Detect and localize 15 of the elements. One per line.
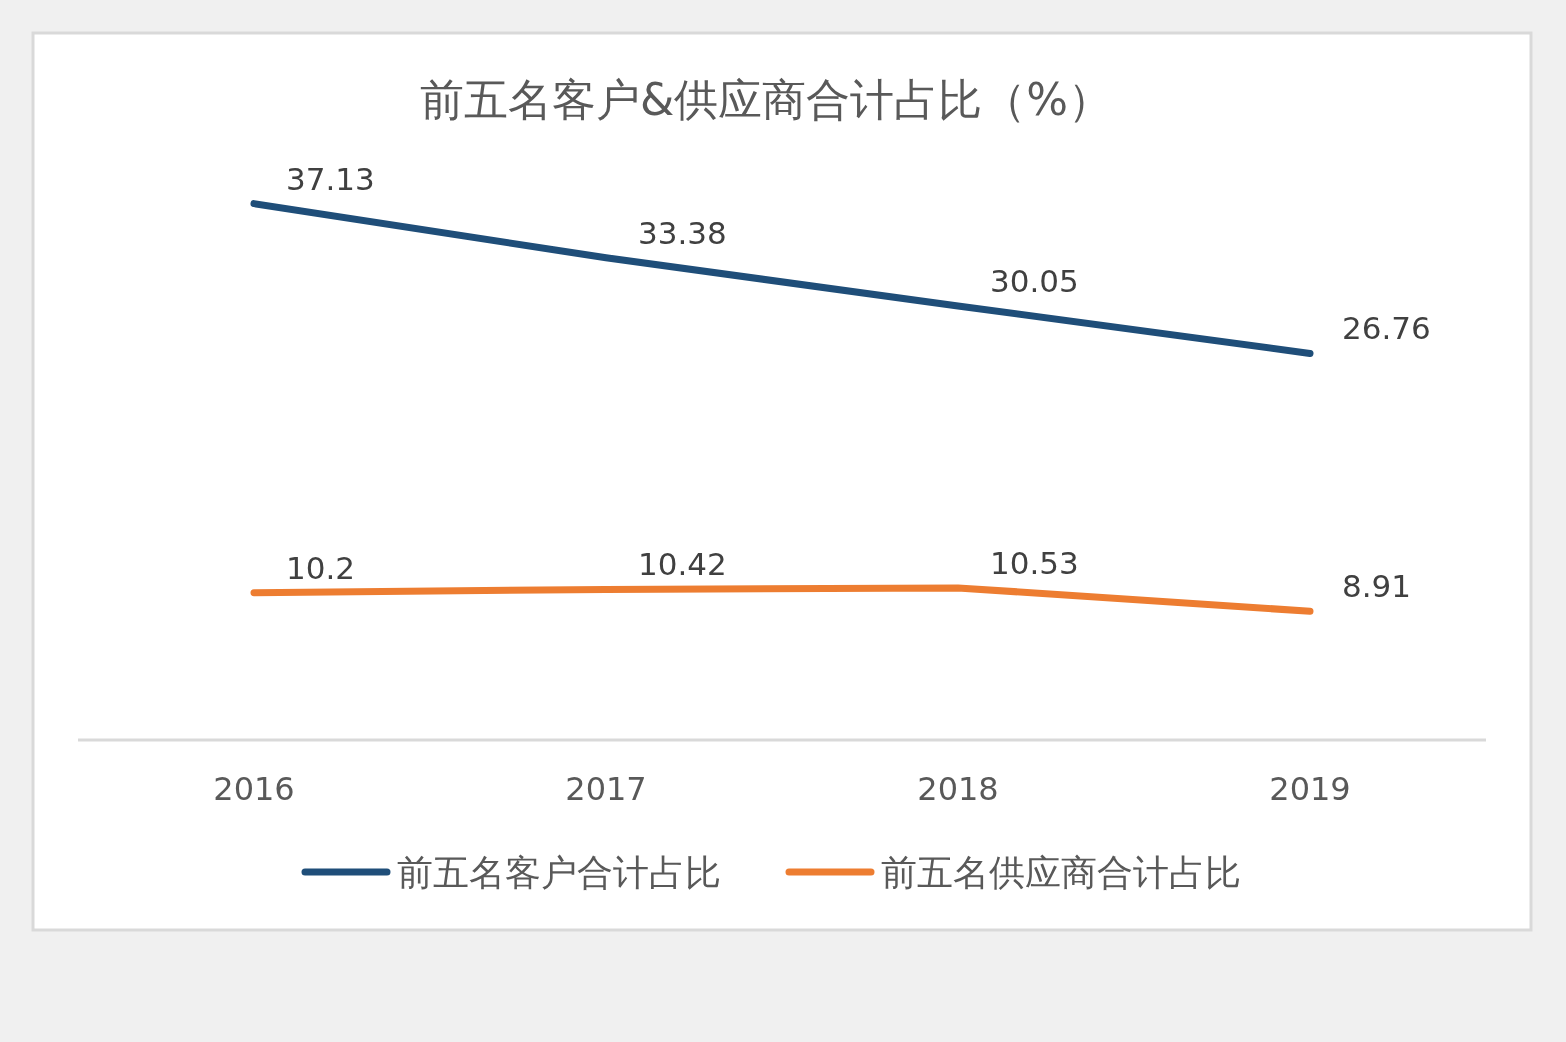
x-tick-label: 2016 <box>213 770 295 808</box>
data-label: 30.05 <box>990 262 1079 299</box>
data-label: 10.53 <box>990 544 1079 581</box>
data-label: 33.38 <box>638 214 727 251</box>
x-tick-label: 2017 <box>565 770 647 808</box>
data-label: 10.2 <box>286 549 356 586</box>
x-tick-label: 2018 <box>917 770 999 808</box>
legend-label: 前五名供应商合计占比 <box>881 852 1241 893</box>
x-tick-label: 2019 <box>1269 770 1351 808</box>
data-label: 8.91 <box>1342 568 1412 605</box>
chart-title: 前五名客户&供应商合计占比（%） <box>419 74 1113 125</box>
data-label: 10.42 <box>638 546 727 583</box>
data-label: 26.76 <box>1342 310 1431 347</box>
data-label: 37.13 <box>286 160 375 197</box>
legend-label: 前五名客户合计占比 <box>397 852 721 893</box>
